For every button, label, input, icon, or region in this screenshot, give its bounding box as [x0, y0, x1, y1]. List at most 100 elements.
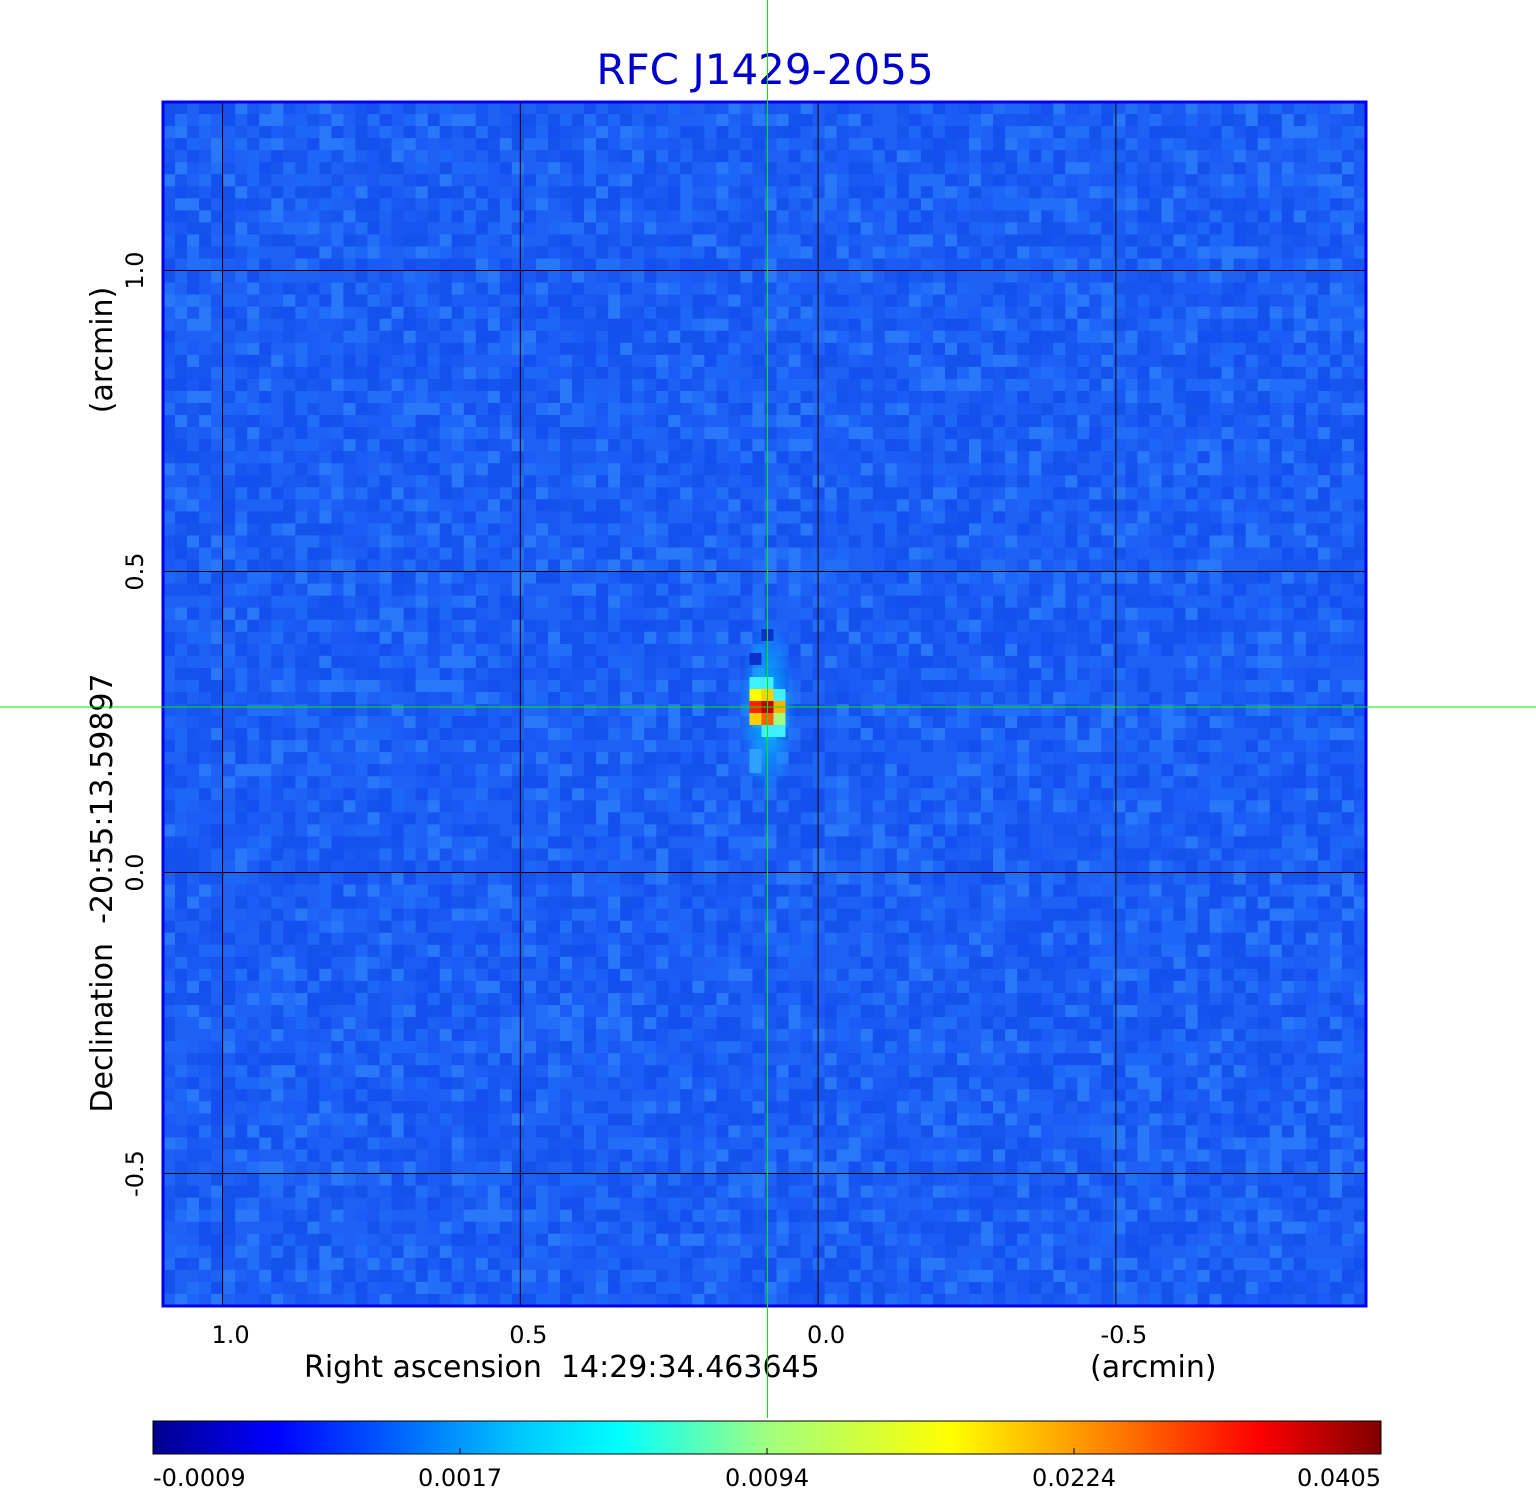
image-pixel: [343, 631, 357, 645]
image-pixel: [1041, 595, 1054, 609]
image-pixel: [812, 451, 826, 464]
image-pixel: [896, 174, 910, 187]
image-pixel: [1125, 595, 1139, 609]
image-pixel: [499, 463, 513, 476]
image-pixel: [944, 583, 958, 597]
image-pixel: [872, 631, 886, 645]
image-pixel: [199, 571, 212, 585]
image-pixel: [812, 403, 826, 416]
image-pixel: [896, 583, 910, 597]
image-pixel: [788, 378, 802, 392]
image-pixel: [764, 511, 778, 524]
image-pixel: [1221, 679, 1235, 693]
image-pixel: [620, 246, 633, 260]
image-pixel: [596, 102, 609, 115]
image-pixel: [692, 318, 705, 332]
image-pixel: [608, 559, 621, 573]
image-pixel: [596, 234, 609, 248]
image-pixel: [463, 126, 477, 139]
image-pixel: [716, 210, 730, 223]
image-pixel: [1233, 535, 1247, 549]
image-pixel: [692, 631, 705, 645]
image-pixel: [259, 330, 272, 344]
image-pixel: [932, 511, 946, 524]
image-pixel: [499, 559, 513, 573]
image-pixel: [271, 114, 284, 127]
image-pixel: [235, 294, 248, 308]
image-pixel: [920, 150, 934, 163]
image-pixel: [584, 439, 597, 452]
image-pixel: [860, 667, 874, 681]
image-pixel: [1101, 655, 1114, 669]
image-pixel: [848, 403, 862, 416]
image-pixel: [1149, 427, 1163, 440]
image-pixel: [728, 499, 742, 512]
image-pixel: [908, 198, 922, 211]
image-pixel: [283, 270, 296, 284]
image-pixel: [199, 246, 212, 260]
image-pixel: [1317, 390, 1331, 404]
image-pixel: [969, 354, 982, 368]
image-pixel: [211, 150, 224, 163]
image-pixel: [1077, 222, 1090, 236]
image-pixel: [463, 210, 477, 223]
image-pixel: [608, 499, 621, 512]
image-pixel: [596, 535, 609, 549]
image-pixel: [944, 282, 958, 296]
image-pixel: [283, 427, 296, 440]
image-pixel: [319, 366, 333, 380]
image-pixel: [1353, 126, 1367, 139]
image-pixel: [559, 366, 573, 380]
image-pixel: [752, 595, 766, 609]
image-pixel: [175, 318, 188, 332]
image-pixel: [764, 583, 778, 597]
image-pixel: [1149, 607, 1163, 621]
image-pixel: [283, 210, 296, 223]
image-pixel: [728, 366, 742, 380]
image-pixel: [1101, 487, 1114, 500]
image-pixel: [608, 487, 621, 500]
image-pixel: [692, 595, 705, 609]
image-pixel: [283, 246, 296, 260]
image-pixel: [463, 378, 477, 392]
image-pixel: [692, 210, 705, 223]
image-pixel: [223, 643, 236, 657]
image-pixel: [716, 547, 730, 561]
image-pixel: [644, 354, 657, 368]
image-pixel: [367, 595, 381, 609]
image-pixel: [908, 487, 922, 500]
image-pixel: [199, 499, 212, 512]
image-pixel: [499, 234, 513, 248]
image-pixel: [1017, 102, 1030, 115]
image-pixel: [788, 366, 802, 380]
image-pixel: [391, 138, 405, 151]
image-pixel: [848, 679, 862, 693]
image-pixel: [1089, 222, 1102, 236]
image-pixel: [1317, 535, 1331, 549]
image-pixel: [187, 535, 200, 549]
image-pixel: [427, 439, 441, 452]
image-pixel: [1197, 198, 1211, 211]
image-pixel: [1041, 186, 1054, 199]
image-pixel: [824, 439, 838, 452]
image-pixel: [259, 162, 272, 175]
image-pixel: [1185, 463, 1199, 476]
image-pixel: [608, 595, 621, 609]
image-pixel: [752, 114, 766, 127]
image-pixel: [211, 487, 224, 500]
image-pixel: [199, 186, 212, 199]
image-pixel: [391, 583, 405, 597]
image-pixel: [331, 162, 345, 175]
image-pixel: [572, 655, 585, 669]
image-pixel: [187, 463, 200, 476]
image-pixel: [547, 354, 561, 368]
image-pixel: [1053, 174, 1066, 187]
image-pixel: [836, 378, 850, 392]
image-pixel: [969, 487, 982, 500]
image-pixel: [824, 330, 838, 344]
image-pixel: [1005, 138, 1018, 151]
image-pixel: [511, 342, 525, 356]
image-pixel: [656, 607, 669, 621]
image-pixel: [908, 415, 922, 428]
image-pixel: [1317, 282, 1331, 296]
